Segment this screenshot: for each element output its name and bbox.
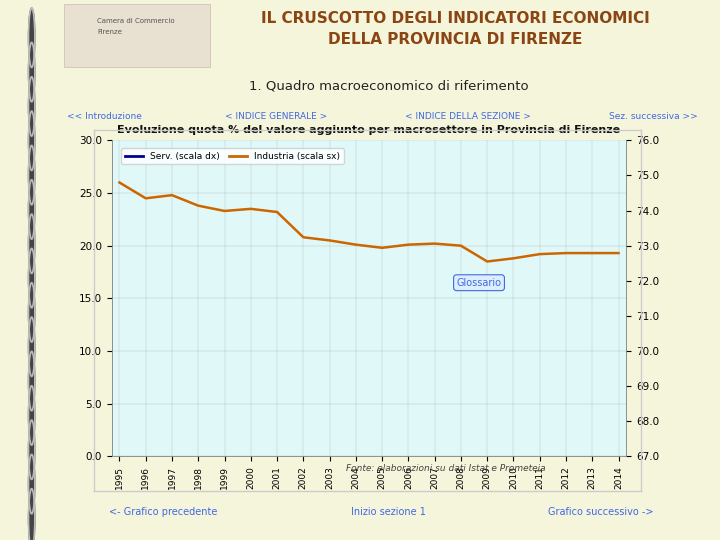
Text: Grafico successivo ->: Grafico successivo -> (548, 507, 654, 517)
Circle shape (29, 43, 35, 102)
Text: Camera di Commercio: Camera di Commercio (97, 18, 175, 24)
Circle shape (29, 8, 35, 68)
Text: Inizio sezione 1: Inizio sezione 1 (351, 507, 426, 517)
Circle shape (29, 352, 35, 411)
Circle shape (29, 214, 35, 273)
Text: Sez. successiva >>: Sez. successiva >> (609, 112, 698, 120)
Text: <- Grafico precedente: <- Grafico precedente (109, 507, 217, 517)
Text: Firenze: Firenze (97, 29, 122, 35)
Title: Evoluzione quota % del valore aggiunto per macrosettore in Provincia di Firenze: Evoluzione quota % del valore aggiunto p… (117, 125, 621, 136)
Text: < INDICE GENERALE >: < INDICE GENERALE > (225, 112, 328, 120)
Text: IL CRUSCOTTO DEGLI INDICATORI ECONOMICI
DELLA PROVINCIA DI FIRENZE: IL CRUSCOTTO DEGLI INDICATORI ECONOMICI … (261, 11, 649, 48)
Circle shape (29, 180, 35, 239)
Text: Glossario: Glossario (456, 278, 502, 288)
Circle shape (29, 283, 35, 342)
Circle shape (29, 77, 35, 136)
Text: < INDICE DELLA SEZIONE >: < INDICE DELLA SEZIONE > (405, 112, 531, 120)
Text: 1. Quadro macroeconomico di riferimento: 1. Quadro macroeconomico di riferimento (249, 80, 528, 93)
Text: << Introduzione: << Introduzione (66, 112, 141, 120)
Circle shape (29, 111, 35, 171)
Text: Fonte: elaborazioni su dati Istat e Prometeia: Fonte: elaborazioni su dati Istat e Prom… (346, 464, 546, 472)
Bar (64, 3, 210, 66)
Circle shape (29, 489, 35, 540)
Legend: Serv. (scala dx), Industria (scala sx): Serv. (scala dx), Industria (scala sx) (121, 148, 344, 164)
Circle shape (29, 317, 35, 376)
Circle shape (29, 420, 35, 480)
Circle shape (29, 248, 35, 308)
Circle shape (29, 454, 35, 514)
Circle shape (29, 386, 35, 445)
Circle shape (29, 145, 35, 205)
